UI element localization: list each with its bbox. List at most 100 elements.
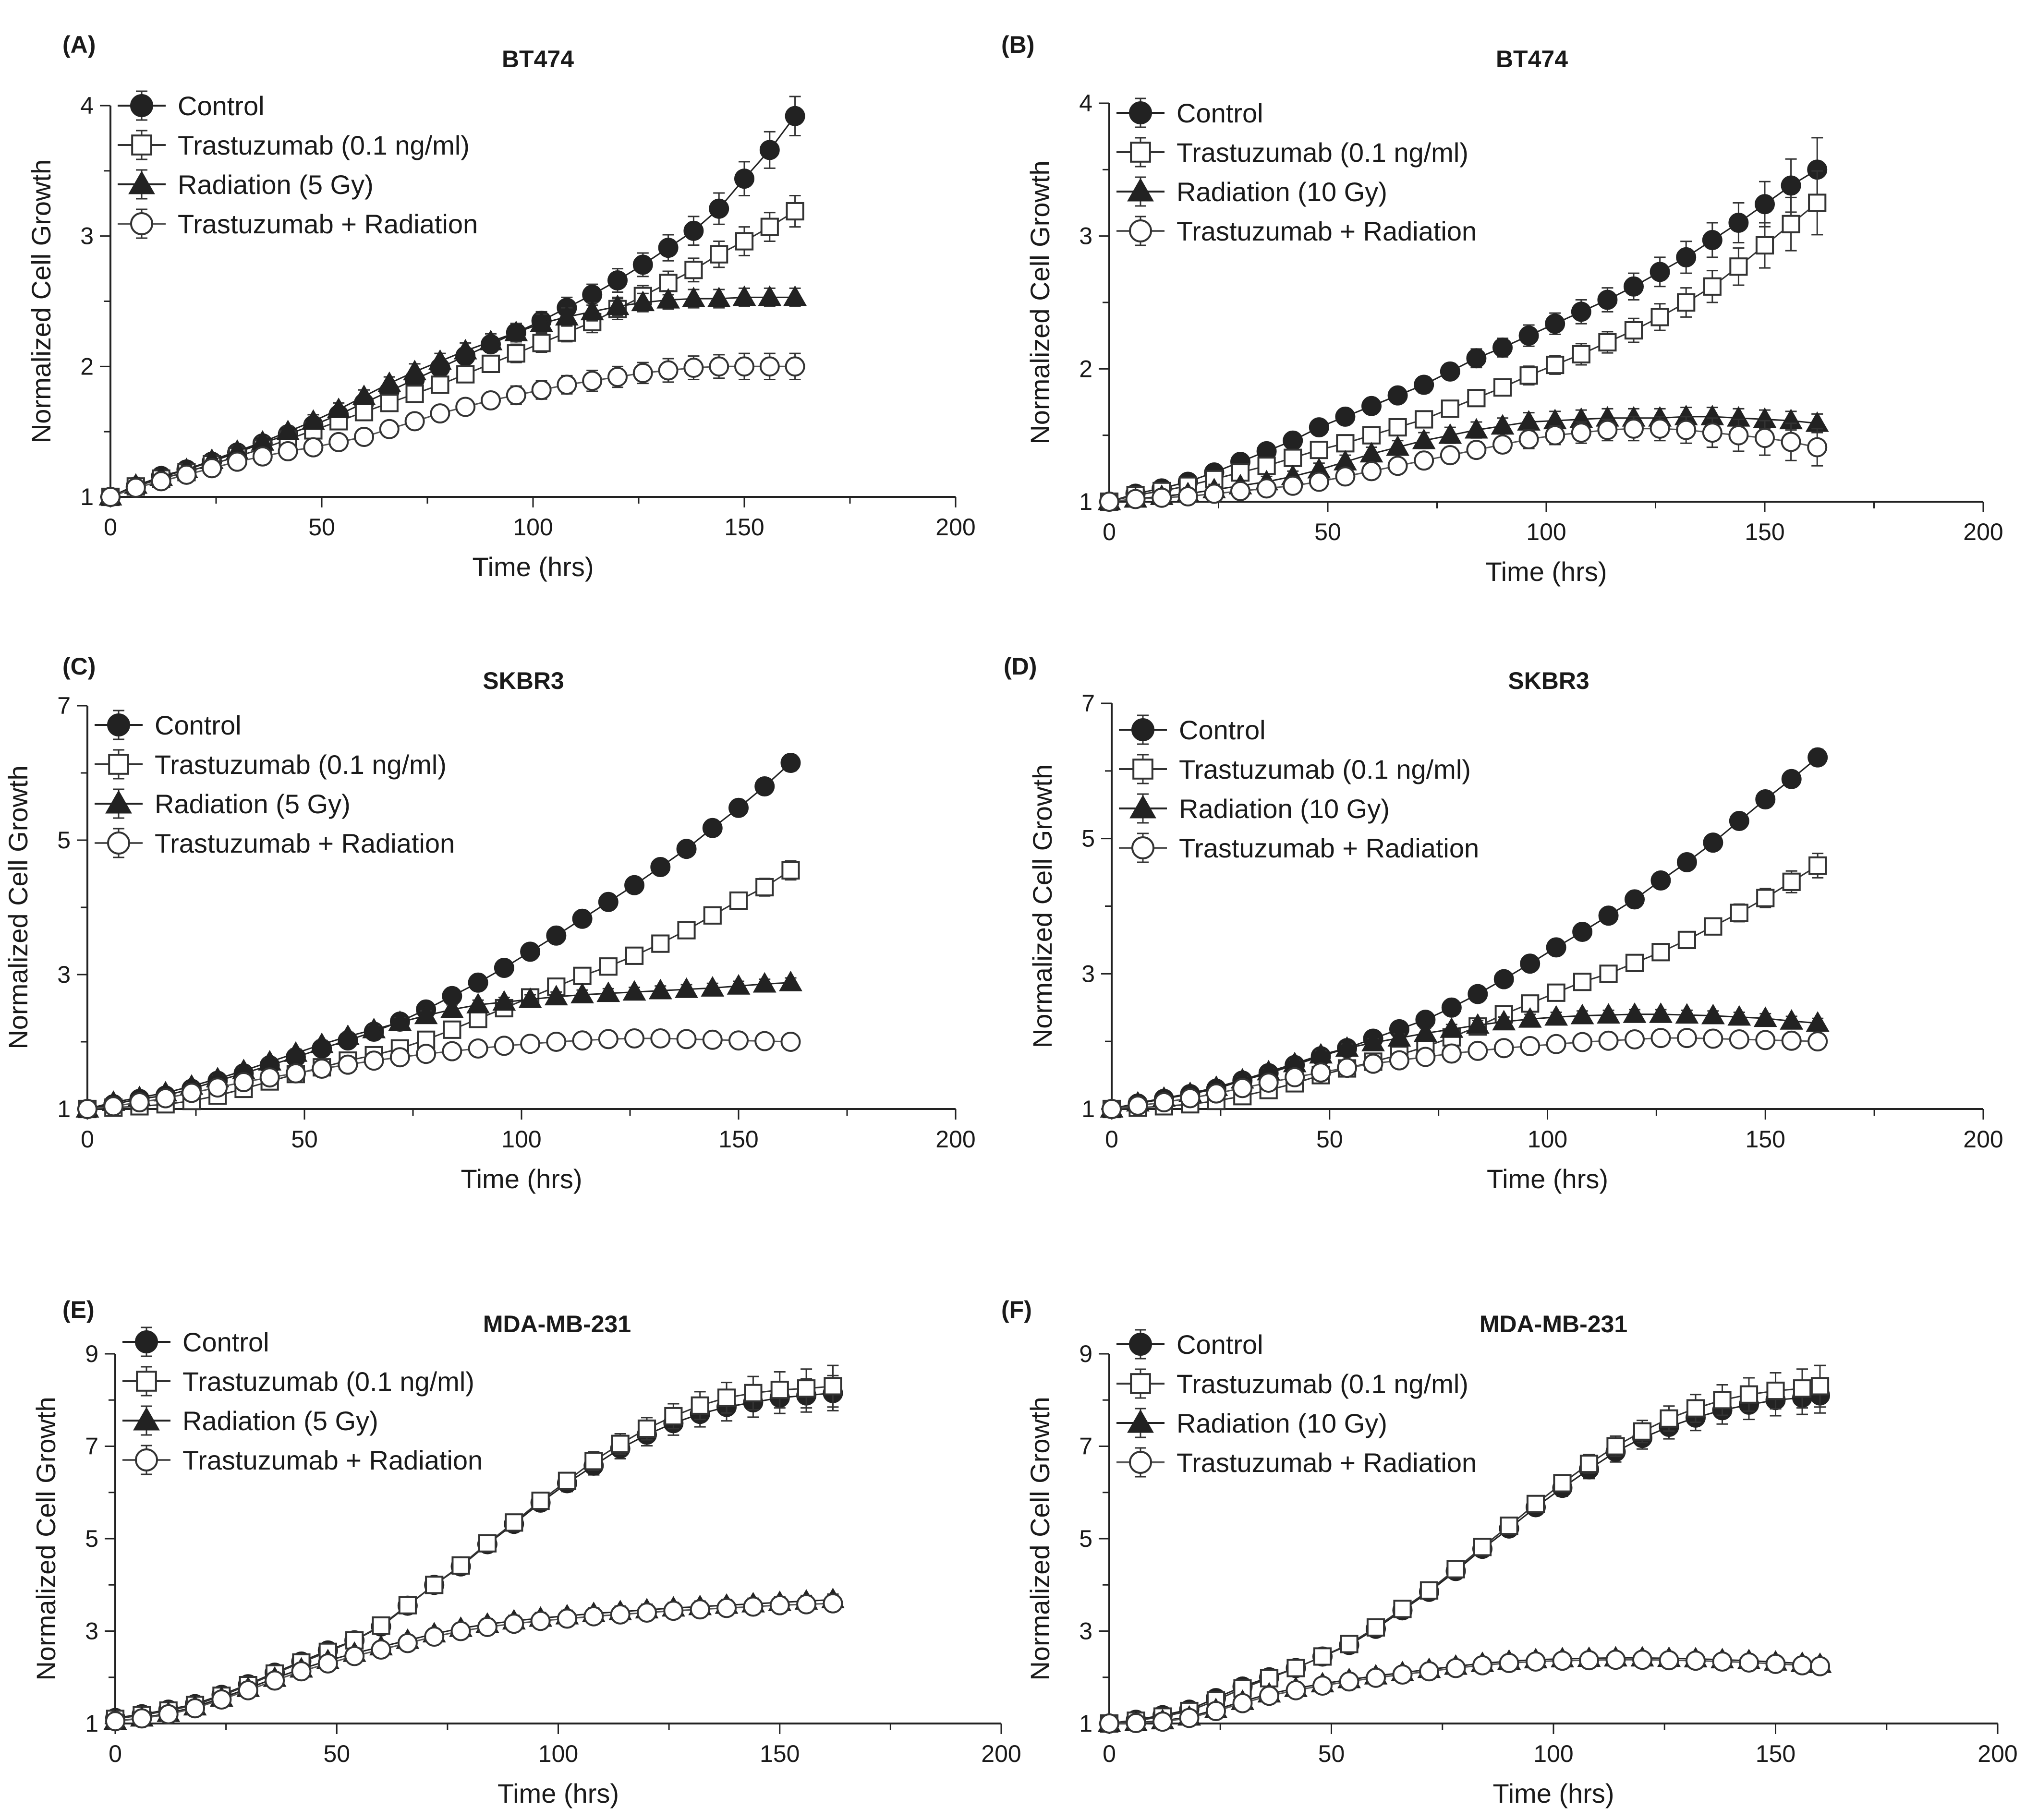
series-combination [100, 352, 805, 507]
x-tick-label: 150 [1746, 1126, 1785, 1153]
series-line [1111, 865, 1818, 1110]
data-point [572, 908, 593, 929]
data-point [1102, 1099, 1122, 1119]
x-tick-label: 200 [935, 1126, 975, 1153]
data-point [1597, 420, 1618, 440]
data-point [1713, 1391, 1732, 1410]
data-point [658, 238, 679, 258]
data-point [158, 1704, 179, 1724]
data-point [1624, 321, 1643, 340]
data-point [1387, 385, 1408, 406]
y-tick-label: 3 [57, 961, 71, 988]
data-point [676, 1029, 697, 1049]
data-point [1792, 1655, 1812, 1675]
data-point [338, 1054, 358, 1075]
data-point [572, 1030, 593, 1051]
data-point [1650, 308, 1669, 326]
data-point [1232, 1078, 1253, 1098]
legend-label: Radiation (5 Gy) [178, 169, 374, 200]
y-tick-label: 1 [1079, 488, 1092, 515]
data-point [557, 374, 577, 395]
data-point [558, 323, 576, 342]
data-point [1284, 448, 1302, 467]
data-point [683, 358, 704, 378]
series-radiation [1100, 1002, 1830, 1118]
data-point [202, 458, 222, 479]
data-point [428, 349, 452, 370]
data-point [648, 978, 672, 1000]
data-point [1468, 1040, 1488, 1061]
legend-marker [1127, 178, 1154, 202]
legend-label: Radiation (5 Gy) [155, 789, 351, 819]
data-point [1258, 1073, 1279, 1093]
data-point [1440, 361, 1460, 382]
data-point [717, 1388, 736, 1407]
data-point [207, 1077, 228, 1098]
series-line [1109, 1659, 1820, 1724]
data-point [504, 320, 528, 341]
data-point [1782, 215, 1800, 233]
data-point [658, 360, 679, 381]
data-point [557, 1608, 577, 1629]
data-point [1472, 1655, 1492, 1675]
data-point [1650, 418, 1670, 439]
data-point [1676, 420, 1697, 440]
data-point [1230, 481, 1250, 501]
data-point [1179, 1708, 1200, 1728]
legend-label: Trastuzumab (0.1 ng/ml) [155, 749, 447, 780]
data-point [785, 356, 805, 377]
y-tick-label: 3 [1079, 1618, 1092, 1645]
legend-marker [131, 134, 152, 156]
data-point [1660, 1409, 1678, 1428]
data-point [584, 1452, 603, 1470]
x-tick-label: 100 [538, 1740, 578, 1767]
data-point [677, 921, 696, 940]
legend-marker [130, 212, 153, 235]
y-axis-label: Normalized Cell Growth [31, 1397, 61, 1680]
data-point [656, 288, 680, 309]
legend-label: Trastuzumab + Radiation [182, 1445, 483, 1475]
series-line [87, 1037, 791, 1110]
data-point [403, 360, 427, 381]
data-point [663, 1601, 684, 1621]
data-point [1703, 832, 1723, 853]
data-point [732, 285, 756, 306]
data-point [398, 1596, 417, 1615]
data-point [783, 285, 807, 306]
data-point [1286, 1680, 1306, 1700]
legend-label: Control [1177, 98, 1263, 128]
data-point [683, 220, 704, 241]
data-point [754, 1031, 775, 1051]
legend-label: Trastuzumab + Radiation [155, 828, 455, 858]
legend: Control Trastuzumab (0.1 ng/ml) Radiation … [1119, 714, 1479, 863]
data-point [1571, 301, 1591, 322]
x-axis-label: Time (hrs) [472, 552, 594, 582]
data-point [650, 1028, 671, 1049]
data-point [1624, 418, 1644, 439]
legend: Control Trastuzumab (0.1 ng/ml) Radiation … [1116, 1329, 1477, 1478]
data-point [1729, 811, 1749, 832]
data-point [632, 362, 653, 383]
chart-panel-b: (B) BT474 0 50 100 150 200 1 2 3 4 Time (hrs) Normal… [1001, 31, 2003, 587]
data-point [1552, 1651, 1573, 1671]
data-point [492, 990, 516, 1011]
x-tick-label: 150 [718, 1126, 758, 1153]
data-point [1310, 1062, 1331, 1083]
data-point [1781, 1030, 1802, 1051]
data-point [709, 356, 729, 377]
data-point [824, 1377, 842, 1396]
legend-marker [1129, 101, 1152, 124]
data-point [707, 287, 731, 307]
data-point [610, 1604, 631, 1625]
data-point [1755, 1030, 1776, 1050]
series-line [1109, 416, 1818, 503]
data-point [1335, 406, 1356, 427]
data-point [1632, 1650, 1652, 1670]
data-point [1415, 410, 1433, 429]
legend-label: Radiation (10 Gy) [1177, 1408, 1387, 1438]
data-point [1446, 1560, 1465, 1579]
data-point [1676, 247, 1697, 267]
legend-label: Radiation (10 Gy) [1177, 177, 1387, 207]
data-point [1441, 399, 1459, 418]
series-line [1111, 1037, 1818, 1110]
